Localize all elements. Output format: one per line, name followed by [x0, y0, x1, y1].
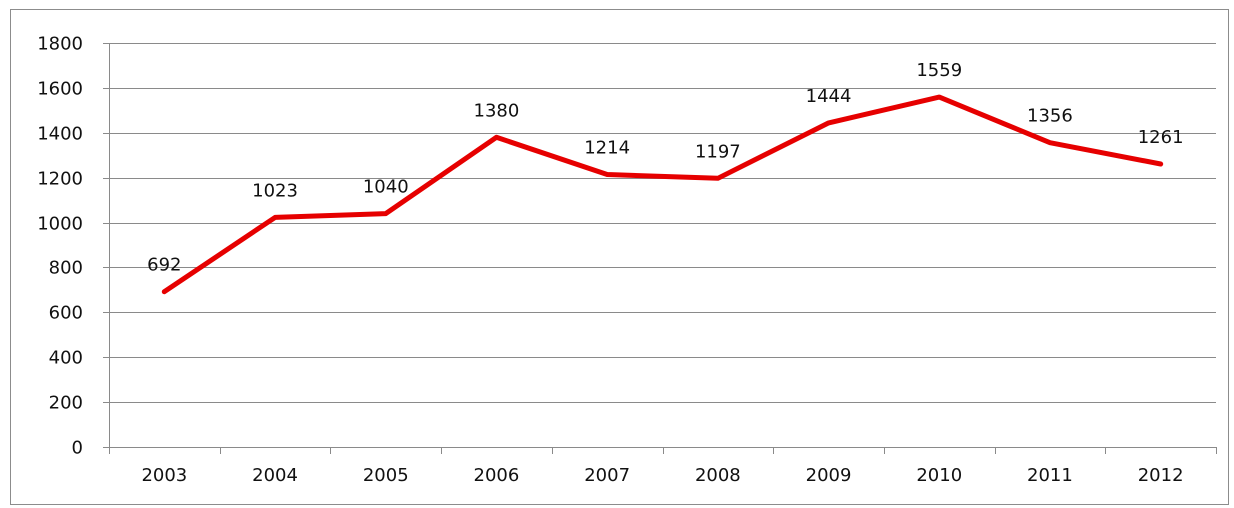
y-tick-label: 1200	[37, 169, 83, 190]
x-tick-label-2003: 2003	[141, 465, 187, 486]
x-tick-label-2012: 2012	[1138, 465, 1184, 486]
data-label: 1559	[916, 60, 962, 81]
x-tick-label-2010: 2010	[916, 465, 962, 486]
x-tick-label-2005: 2005	[363, 465, 409, 486]
gridlines	[109, 43, 1216, 403]
y-tick-label: 1800	[37, 34, 83, 55]
data-label: 1444	[806, 86, 852, 107]
series-layer	[161, 94, 1164, 295]
data-label: 1356	[1027, 106, 1073, 127]
chart-frame: 0 200 400 600 800 1000 1200 1400 1600 1800 2003 20…	[10, 9, 1229, 505]
data-labels: 692 1023 1040 1380 1214 1197 1444 1559 1356 1261	[147, 60, 1183, 276]
x-tick-label-2006: 2006	[474, 465, 520, 486]
y-tick-label: 1000	[37, 214, 83, 235]
x-tick-label-2009: 2009	[806, 465, 852, 486]
x-tick-label-2011: 2011	[1027, 465, 1073, 486]
y-tick-label: 1400	[37, 124, 83, 145]
y-tick-label: 600	[49, 303, 83, 324]
y-tick-label: 1600	[37, 79, 83, 100]
data-label: 1380	[474, 100, 520, 121]
y-tick-label: 200	[49, 393, 83, 414]
series-line-0	[161, 94, 1164, 295]
y-tick-label: 400	[49, 348, 83, 369]
data-label: 692	[147, 255, 181, 276]
x-tick-label-2008: 2008	[695, 465, 741, 486]
data-label: 1040	[363, 177, 409, 198]
axes	[103, 43, 1217, 454]
x-axis-tick-labels: 2003 2004 2005 2006 2007 2008 2009 2010 2011 2012	[141, 465, 1183, 486]
data-label: 1023	[252, 180, 298, 201]
data-label: 1261	[1138, 127, 1184, 148]
y-tick-label: 800	[49, 258, 83, 279]
x-tick-label-2004: 2004	[252, 465, 298, 486]
y-axis-tick-labels: 0 200 400 600 800 1000 1200 1400 1600 1800	[37, 34, 83, 459]
data-label: 1214	[584, 138, 630, 159]
y-tick-label: 0	[72, 438, 83, 459]
x-tick-label-2007: 2007	[584, 465, 630, 486]
data-label: 1197	[695, 141, 741, 162]
